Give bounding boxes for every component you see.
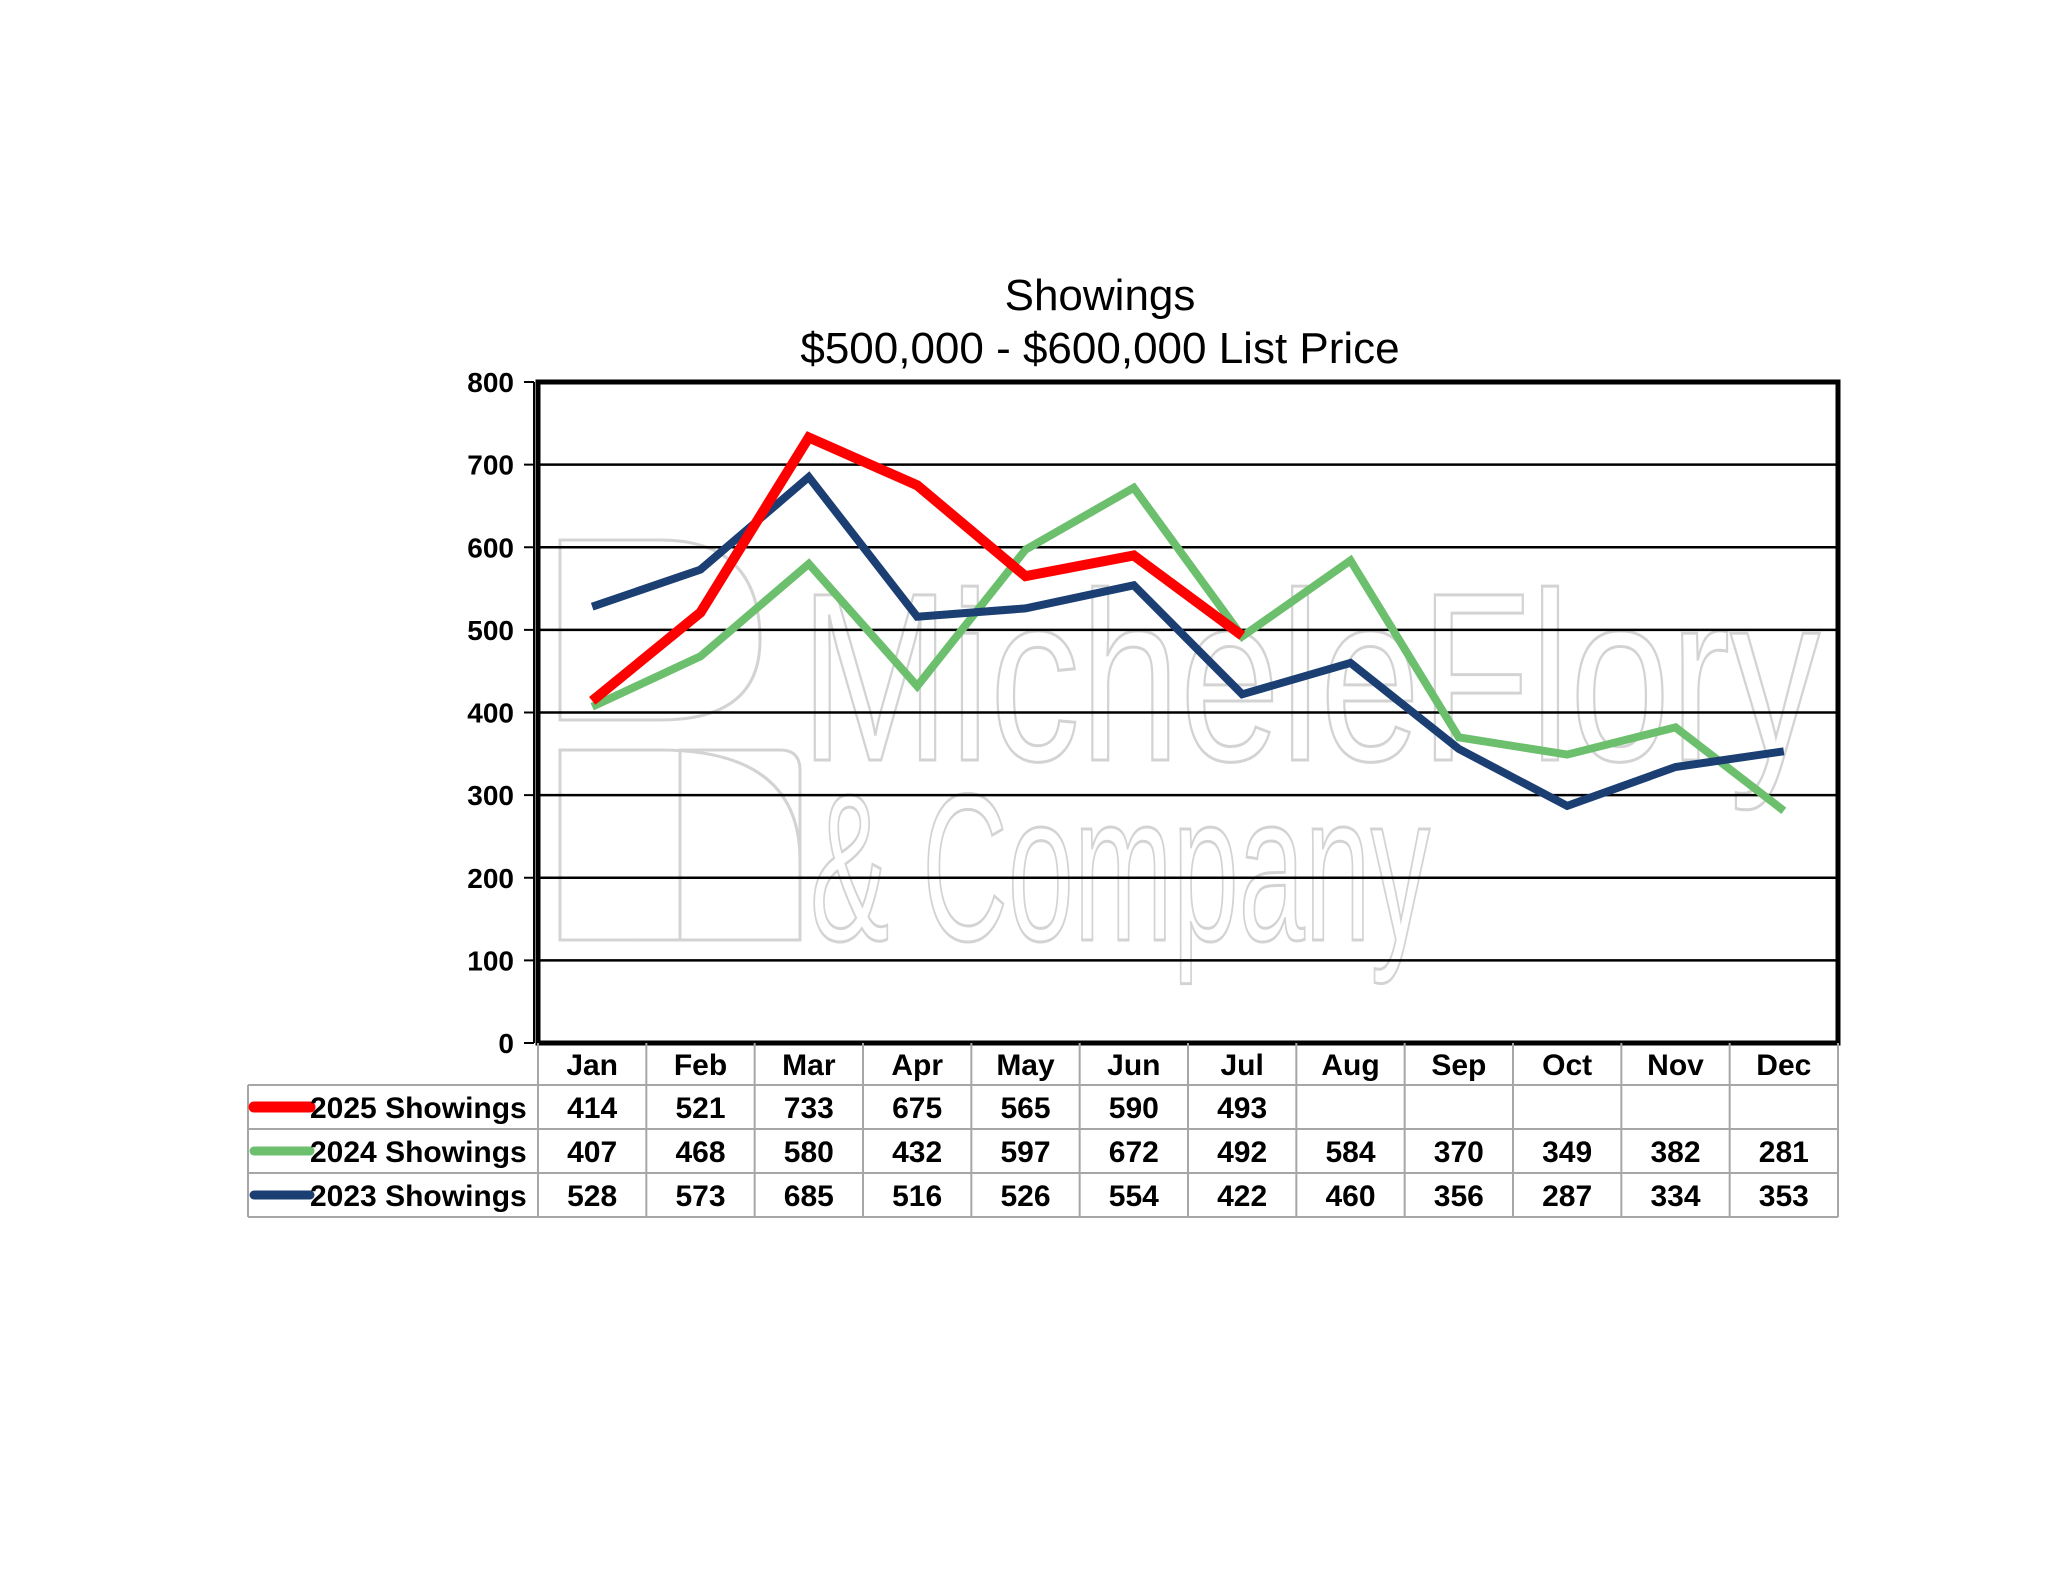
data-label: 597	[1000, 1136, 1050, 1169]
data-label: 287	[1542, 1180, 1592, 1213]
y-axis: 0 100 200 300 400 500 600 700 800	[467, 367, 535, 1059]
series-line-2024-showings	[590, 482, 1787, 814]
data-label: 382	[1650, 1136, 1700, 1169]
y-tick-label: 100	[467, 945, 514, 976]
data-label: 432	[892, 1136, 942, 1169]
data-label: 281	[1759, 1136, 1809, 1169]
data-label: 334	[1650, 1180, 1700, 1213]
watermark: MicheleFlory & Company	[558, 538, 1822, 987]
legend-label: 2025 Showings	[310, 1092, 527, 1125]
y-tick-label: 600	[467, 532, 514, 563]
y-tick-label: 0	[498, 1028, 514, 1059]
data-label: 584	[1325, 1136, 1375, 1169]
y-tick-label: 800	[467, 367, 514, 398]
y-tick-label: 300	[467, 780, 514, 811]
x-category-label: Jul	[1220, 1049, 1263, 1082]
data-label: 590	[1109, 1092, 1159, 1125]
y-tick-label: 400	[467, 698, 514, 729]
x-category-label: Nov	[1647, 1049, 1704, 1082]
data-label: 414	[567, 1092, 617, 1125]
x-category-label: Feb	[674, 1049, 727, 1082]
data-table: Jan Feb Mar Apr May Jun Jul Aug Sep Oct Nov Dec 2025…	[247, 1043, 1839, 1218]
series-line-2023-showings	[590, 471, 1785, 811]
chart-subtitle: $500,000 - $600,000 List Price	[800, 324, 1399, 373]
y-tick-label: 700	[467, 450, 514, 481]
data-label: 573	[675, 1180, 725, 1213]
data-label: 733	[784, 1092, 834, 1125]
data-label: 675	[892, 1092, 942, 1125]
data-label: 370	[1434, 1136, 1484, 1169]
data-label: 356	[1434, 1180, 1484, 1213]
x-category-label: Apr	[891, 1049, 943, 1082]
legend-label: 2023 Showings	[310, 1180, 527, 1213]
x-category-label: Aug	[1321, 1049, 1379, 1082]
x-category-label: Jun	[1107, 1049, 1160, 1082]
x-category-label: Dec	[1756, 1049, 1811, 1082]
watermark-line2: & Company	[810, 750, 1430, 985]
data-label: 516	[892, 1180, 942, 1213]
data-label: 580	[784, 1136, 834, 1169]
y-tick-label: 200	[467, 863, 514, 894]
data-label: 353	[1759, 1180, 1809, 1213]
data-label: 422	[1217, 1180, 1267, 1213]
plot-area	[535, 379, 1841, 1046]
data-label: 493	[1217, 1092, 1267, 1125]
data-label: 407	[567, 1136, 617, 1169]
data-label: 528	[567, 1180, 617, 1213]
data-label: 672	[1109, 1136, 1159, 1169]
legend-label: 2024 Showings	[310, 1136, 527, 1169]
data-label: 685	[784, 1180, 834, 1213]
data-label: 460	[1325, 1180, 1375, 1213]
y-tick-label: 500	[467, 615, 514, 646]
data-label: 565	[1000, 1092, 1050, 1125]
data-label: 526	[1000, 1180, 1050, 1213]
x-category-label: Oct	[1542, 1049, 1592, 1082]
x-category-label: Jan	[566, 1049, 618, 1082]
data-label: 521	[675, 1092, 725, 1125]
data-label: 349	[1542, 1136, 1592, 1169]
data-label: 468	[675, 1136, 725, 1169]
data-label: 492	[1217, 1136, 1267, 1169]
x-category-label: May	[996, 1049, 1055, 1082]
x-category-label: Mar	[782, 1049, 836, 1082]
chart-title: Showings	[1005, 271, 1196, 320]
data-label: 554	[1109, 1180, 1159, 1213]
x-category-label: Sep	[1431, 1049, 1486, 1082]
series-line-2025-showings	[589, 431, 1246, 705]
